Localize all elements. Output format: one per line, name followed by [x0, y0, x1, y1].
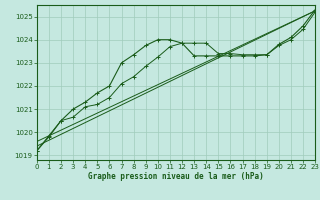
- X-axis label: Graphe pression niveau de la mer (hPa): Graphe pression niveau de la mer (hPa): [88, 172, 264, 181]
